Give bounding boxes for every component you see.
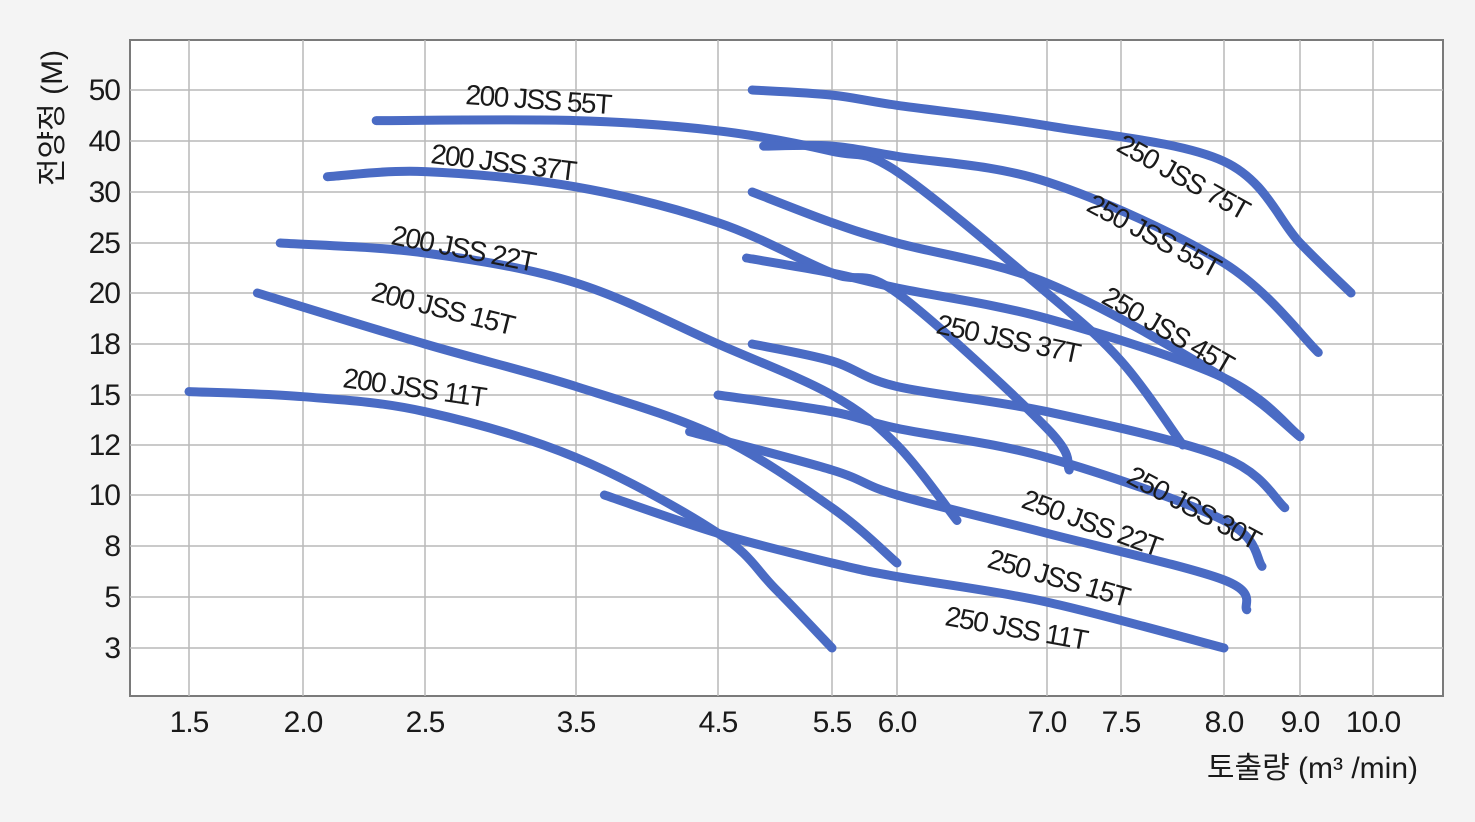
- y-tick-label: 5: [104, 581, 120, 614]
- x-axis-ticks: 1.5 2.0 2.5 3.5 4.5 5.5 6.0 7.0 7.5 8.0 9.0 10.0: [170, 706, 1401, 739]
- x-tick-label: 5.5: [813, 706, 852, 739]
- x-tick-label: 3.5: [557, 706, 596, 739]
- x-tick-label: 7.5: [1102, 706, 1141, 739]
- y-tick-label: 25: [89, 227, 121, 260]
- x-tick-label: 10.0: [1346, 706, 1401, 739]
- y-tick-label: 3: [104, 632, 120, 665]
- x-axis-title: 토출량 (m³ /min): [1207, 752, 1418, 785]
- x-tick-label: 8.0: [1205, 706, 1244, 739]
- y-tick-label: 8: [104, 530, 120, 563]
- y-tick-label: 50: [89, 74, 121, 107]
- x-tick-label: 6.0: [878, 706, 917, 739]
- x-tick-label: 1.5: [170, 706, 209, 739]
- x-tick-label: 2.5: [406, 706, 445, 739]
- x-tick-label: 7.0: [1028, 706, 1067, 739]
- y-tick-label: 20: [89, 277, 121, 310]
- y-tick-label: 10: [89, 479, 121, 512]
- x-tick-label: 4.5: [699, 706, 738, 739]
- y-tick-label: 40: [89, 125, 121, 158]
- y-tick-label: 12: [89, 429, 121, 462]
- y-tick-label: 30: [89, 176, 121, 209]
- x-tick-label: 2.0: [284, 706, 323, 739]
- y-axis-ticks: 3 5 8 10 12 15 18 20 25 30 40 50: [89, 74, 121, 665]
- y-axis-title: 전양정 (M): [36, 50, 69, 186]
- y-tick-label: 15: [89, 379, 121, 412]
- x-tick-label: 9.0: [1281, 706, 1320, 739]
- y-tick-label: 18: [89, 328, 121, 361]
